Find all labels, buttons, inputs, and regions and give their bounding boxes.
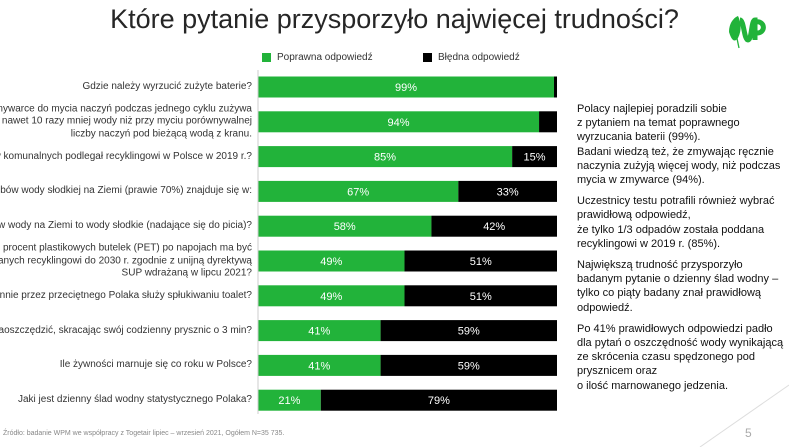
bar-wrong bbox=[554, 76, 557, 98]
source-note: Źródło: badanie WPM we współpracy z Toge… bbox=[3, 430, 285, 437]
summary-paragraph: Uczestnicy testu potrafili również wybra… bbox=[577, 195, 775, 250]
legend-swatch bbox=[262, 53, 271, 62]
category-label: W zmywarce do mycia naczyń podczas jedne… bbox=[0, 103, 252, 140]
bar-wrong bbox=[431, 215, 557, 237]
data-label: 59% bbox=[458, 360, 480, 372]
bar-correct bbox=[258, 250, 405, 272]
bar-wrong bbox=[539, 111, 557, 133]
data-label: 85% bbox=[374, 152, 396, 164]
data-label: 15% bbox=[524, 152, 546, 164]
legend-item-wrong: Błędna odpowiedź bbox=[423, 52, 520, 63]
bar-wrong bbox=[380, 320, 557, 342]
data-label: 59% bbox=[458, 326, 480, 338]
bar-wrong bbox=[404, 285, 557, 307]
data-label: 41% bbox=[308, 360, 330, 372]
bar-correct bbox=[258, 285, 405, 307]
legend-label: Poprawna odpowiedź bbox=[277, 52, 373, 63]
data-label: 49% bbox=[320, 256, 342, 268]
summary-paragraph: Po 41% prawidłowych odpowiedzi padło dla… bbox=[577, 322, 784, 392]
legend-label: Błędna odpowiedź bbox=[438, 52, 520, 63]
category-label: Jaki procent plastikowych butelek (PET) … bbox=[0, 242, 252, 279]
data-label: 33% bbox=[497, 186, 519, 198]
category-label: Jaki jest dzienny ślad wodny statystyczn… bbox=[17, 393, 252, 405]
data-label: 42% bbox=[483, 221, 505, 233]
legend-item-correct: Poprawna odpowiedź bbox=[262, 52, 373, 63]
bar-correct bbox=[258, 320, 381, 342]
category-label: …ów komunalnych podlegał recyklingowi w … bbox=[0, 150, 252, 162]
bar-correct bbox=[258, 180, 459, 202]
data-label: 58% bbox=[334, 221, 356, 233]
bar-wrong bbox=[512, 146, 557, 168]
data-label: 67% bbox=[347, 186, 369, 198]
bar-wrong bbox=[320, 389, 557, 411]
summary-paragraph: Największą trudność przysporzyło badanym… bbox=[577, 259, 779, 314]
bar-correct bbox=[258, 215, 432, 237]
category-label: Ile żywności marnuje się co roku w Polsc… bbox=[59, 359, 252, 371]
data-label: 21% bbox=[278, 395, 300, 407]
data-label: 6% bbox=[540, 117, 556, 129]
page-number: 5 bbox=[745, 426, 752, 440]
question-labels: Gdzie należy wyrzucić zużyte baterie? W z… bbox=[0, 0, 252, 447]
bar-correct bbox=[258, 111, 540, 133]
data-label: 99% bbox=[395, 82, 417, 94]
bar-wrong bbox=[458, 180, 557, 202]
summary-paragraph: Polacy najlepiej poradzili sobie z pytan… bbox=[577, 103, 781, 187]
bar-correct bbox=[258, 389, 321, 411]
bar-correct bbox=[258, 146, 513, 168]
data-label: 79% bbox=[428, 395, 450, 407]
data-label: 51% bbox=[470, 256, 492, 268]
category-label: …obów wody słodkiej na Ziemi (prawie 70%… bbox=[0, 185, 252, 197]
category-label: …dziennie przez przeciętnego Polaka służ… bbox=[0, 289, 252, 301]
data-label: 49% bbox=[320, 291, 342, 303]
page-title: Które pytanie przysporzyło najwięcej tru… bbox=[110, 4, 679, 34]
wpm-logo bbox=[729, 16, 766, 49]
category-label: Gdzie należy wyrzucić zużyte baterie? bbox=[82, 80, 252, 92]
bar-wrong bbox=[404, 250, 557, 272]
data-label: 94% bbox=[388, 117, 410, 129]
legend-swatch bbox=[423, 53, 432, 62]
data-label: 51% bbox=[470, 291, 492, 303]
bar-correct bbox=[258, 76, 555, 98]
category-label: …a zaoszczędzić, skracając swój codzienn… bbox=[0, 324, 252, 336]
data-label: 41% bbox=[308, 326, 330, 338]
bar-correct bbox=[258, 354, 381, 376]
category-label: …ów wody na Ziemi to wody słodkie (nadaj… bbox=[0, 219, 252, 231]
summary-text: Polacy najlepiej poradzili sobie z pytan… bbox=[577, 102, 789, 400]
bar-wrong bbox=[380, 354, 557, 376]
